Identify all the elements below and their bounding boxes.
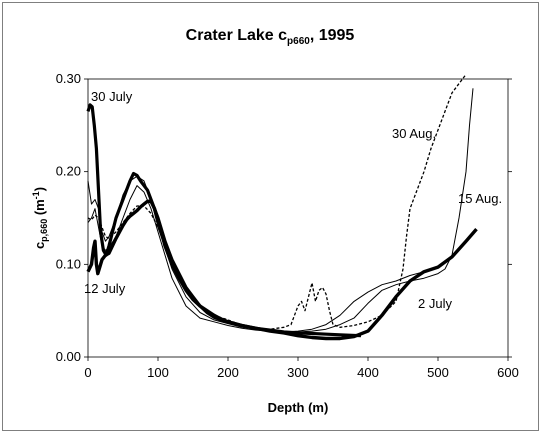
y-tick-label: 0.20 — [56, 164, 81, 179]
annotation-15-aug: 15 Aug. — [458, 191, 502, 206]
x-tick-label: 500 — [427, 365, 449, 380]
annotation-12-july-left: 12 July — [84, 281, 126, 296]
annotation-12-july-right: 2 July — [418, 296, 452, 311]
series-line-s15aug — [87, 88, 474, 333]
annotation-30-july: 30 July — [91, 89, 133, 104]
series-layer — [86, 74, 478, 341]
x-tick-label: 100 — [147, 365, 169, 380]
x-axis-ticks: 0 100 200 300 400 500 600 — [84, 357, 519, 380]
y-tick-label: 0.30 — [56, 71, 81, 86]
y-axis-label: cp,660 (m-1) — [31, 187, 49, 249]
x-tick-label: 300 — [287, 365, 309, 380]
plot-border — [87, 78, 509, 358]
chart-title: Crater Lake cp660, 1995 — [186, 27, 355, 47]
y-tick-label: 0.10 — [56, 256, 81, 271]
series-line-s-extra — [87, 185, 425, 333]
chart-frame — [2, 2, 539, 431]
x-axis-label: Depth (m) — [268, 400, 329, 415]
annotation-30-aug: 30 Aug. — [392, 126, 436, 141]
x-tick-label: 600 — [497, 365, 519, 380]
y-axis-ticks: 0.00 0.10 0.20 0.30 — [56, 71, 512, 364]
series-line-s30jul — [86, 103, 362, 338]
x-tick-label: 0 — [84, 365, 91, 380]
x-tick-label: 200 — [217, 365, 239, 380]
plot-area: 0 100 200 300 400 500 600 0.00 0.10 0.20 0.30 — [56, 71, 519, 380]
y-tick-label: 0.00 — [56, 349, 81, 364]
series-line-s30aug — [87, 74, 467, 330]
x-tick-label: 400 — [357, 365, 379, 380]
series-line-s12jul — [86, 199, 478, 341]
